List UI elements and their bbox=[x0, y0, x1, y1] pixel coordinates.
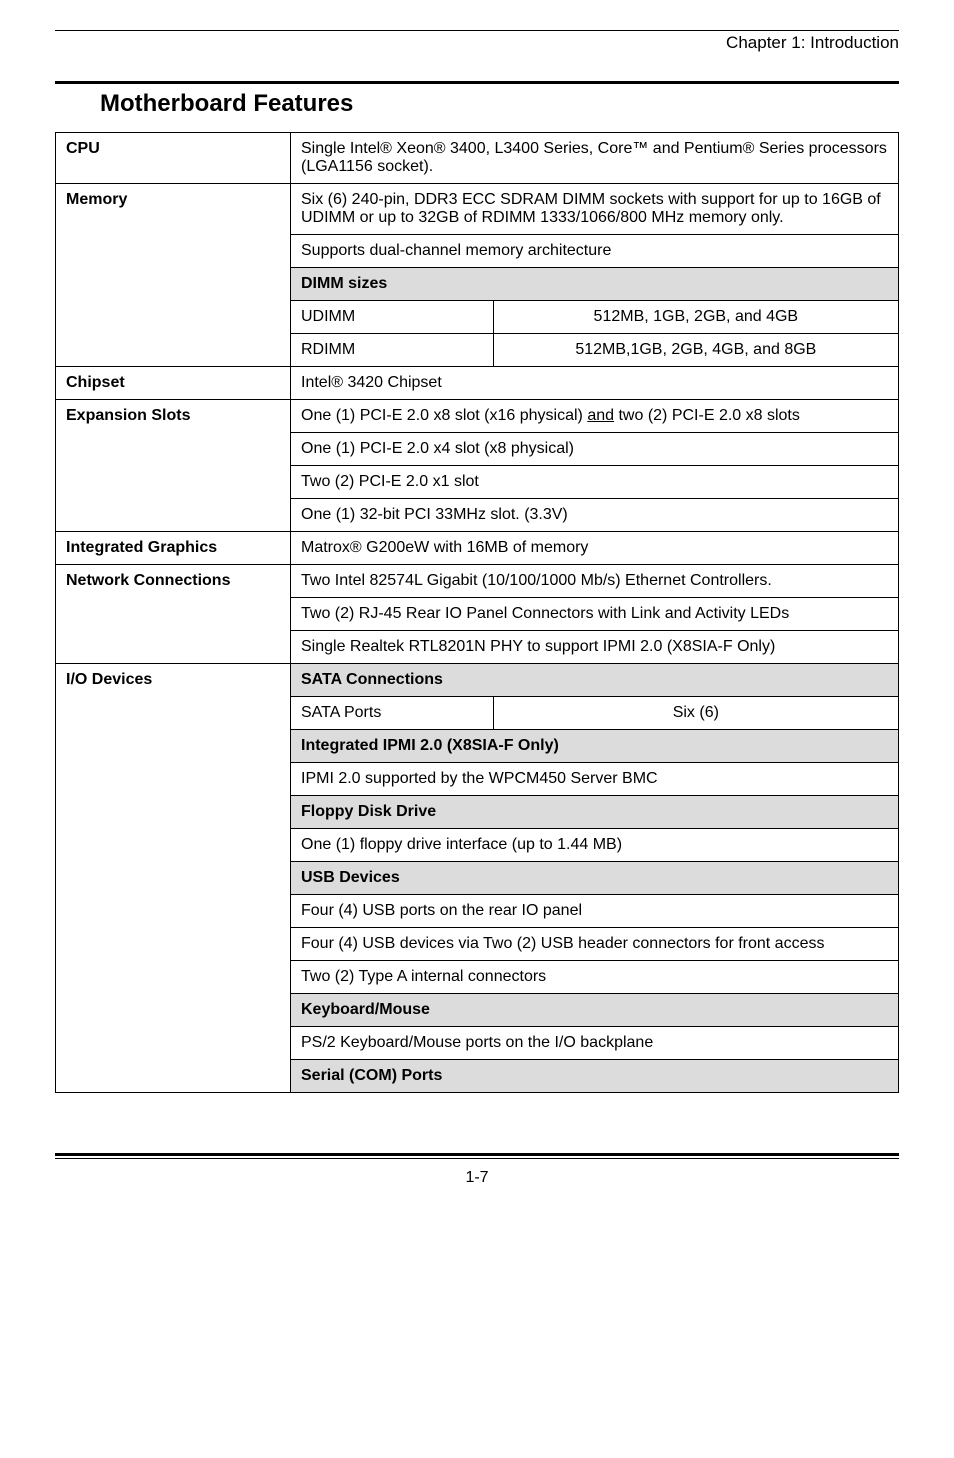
bottom-rule-thin bbox=[55, 1158, 899, 1159]
cpu-text: Single Intel® Xeon® 3400, L3400 Series, … bbox=[291, 133, 899, 184]
usb-text3: Two (2) Type A internal connectors bbox=[291, 961, 899, 994]
memory-text1: Six (6) 240-pin, DDR3 ECC SDRAM DIMM soc… bbox=[291, 184, 899, 235]
keyboard-head: Keyboard/Mouse bbox=[291, 994, 899, 1027]
memory-label: Memory bbox=[56, 184, 291, 367]
network-text2: Two (2) RJ-45 Rear IO Panel Connectors w… bbox=[291, 598, 899, 631]
udimm-value: 512MB, 1GB, 2GB, and 4GB bbox=[493, 301, 898, 334]
network-label: Network Connections bbox=[56, 565, 291, 664]
sata-ports-label: SATA Ports bbox=[291, 697, 494, 730]
floppy-head: Floppy Disk Drive bbox=[291, 796, 899, 829]
ipmi-head: Integrated IPMI 2.0 (X8SIA-F Only) bbox=[291, 730, 899, 763]
page: Chapter 1: Introduction Motherboard Feat… bbox=[0, 0, 954, 1227]
sata-connections-head: SATA Connections bbox=[291, 664, 899, 697]
expansion-text1: One (1) PCI-E 2.0 x8 slot (x16 physical)… bbox=[291, 400, 899, 433]
features-table: CPU Single Intel® Xeon® 3400, L3400 Seri… bbox=[55, 132, 899, 1093]
io-label: I/O Devices bbox=[56, 664, 291, 1093]
bottom-rule-thick bbox=[55, 1153, 899, 1156]
serial-head: Serial (COM) Ports bbox=[291, 1060, 899, 1093]
usb-text1: Four (4) USB ports on the rear IO panel bbox=[291, 895, 899, 928]
expansion-text4: One (1) 32-bit PCI 33MHz slot. (3.3V) bbox=[291, 499, 899, 532]
floppy-text: One (1) floppy drive interface (up to 1.… bbox=[291, 829, 899, 862]
expansion-label: Expansion Slots bbox=[56, 400, 291, 532]
section-title: Motherboard Features bbox=[100, 90, 899, 118]
top-rule-thick bbox=[55, 81, 899, 84]
network-text3: Single Realtek RTL8201N PHY to support I… bbox=[291, 631, 899, 664]
top-rule-thin bbox=[55, 30, 899, 31]
cpu-label: CPU bbox=[56, 133, 291, 184]
udimm-label: UDIMM bbox=[291, 301, 494, 334]
ipmi-text: IPMI 2.0 supported by the WPCM450 Server… bbox=[291, 763, 899, 796]
expansion-text2: One (1) PCI-E 2.0 x4 slot (x8 physical) bbox=[291, 433, 899, 466]
chapter-heading: Chapter 1: Introduction bbox=[55, 33, 899, 53]
chipset-text: Intel® 3420 Chipset bbox=[291, 367, 899, 400]
memory-text2: Supports dual-channel memory architectur… bbox=[291, 235, 899, 268]
rdimm-value: 512MB,1GB, 2GB, 4GB, and 8GB bbox=[493, 334, 898, 367]
usb-head: USB Devices bbox=[291, 862, 899, 895]
graphics-label: Integrated Graphics bbox=[56, 532, 291, 565]
graphics-text: Matrox® G200eW with 16MB of memory bbox=[291, 532, 899, 565]
expansion-text3: Two (2) PCI-E 2.0 x1 slot bbox=[291, 466, 899, 499]
sata-ports-value: Six (6) bbox=[493, 697, 898, 730]
page-number: 1-7 bbox=[55, 1169, 899, 1187]
dimm-sizes-head: DIMM sizes bbox=[291, 268, 899, 301]
keyboard-text: PS/2 Keyboard/Mouse ports on the I/O bac… bbox=[291, 1027, 899, 1060]
usb-text2: Four (4) USB devices via Two (2) USB hea… bbox=[291, 928, 899, 961]
rdimm-label: RDIMM bbox=[291, 334, 494, 367]
chipset-label: Chipset bbox=[56, 367, 291, 400]
network-text1: Two Intel 82574L Gigabit (10/100/1000 Mb… bbox=[291, 565, 899, 598]
